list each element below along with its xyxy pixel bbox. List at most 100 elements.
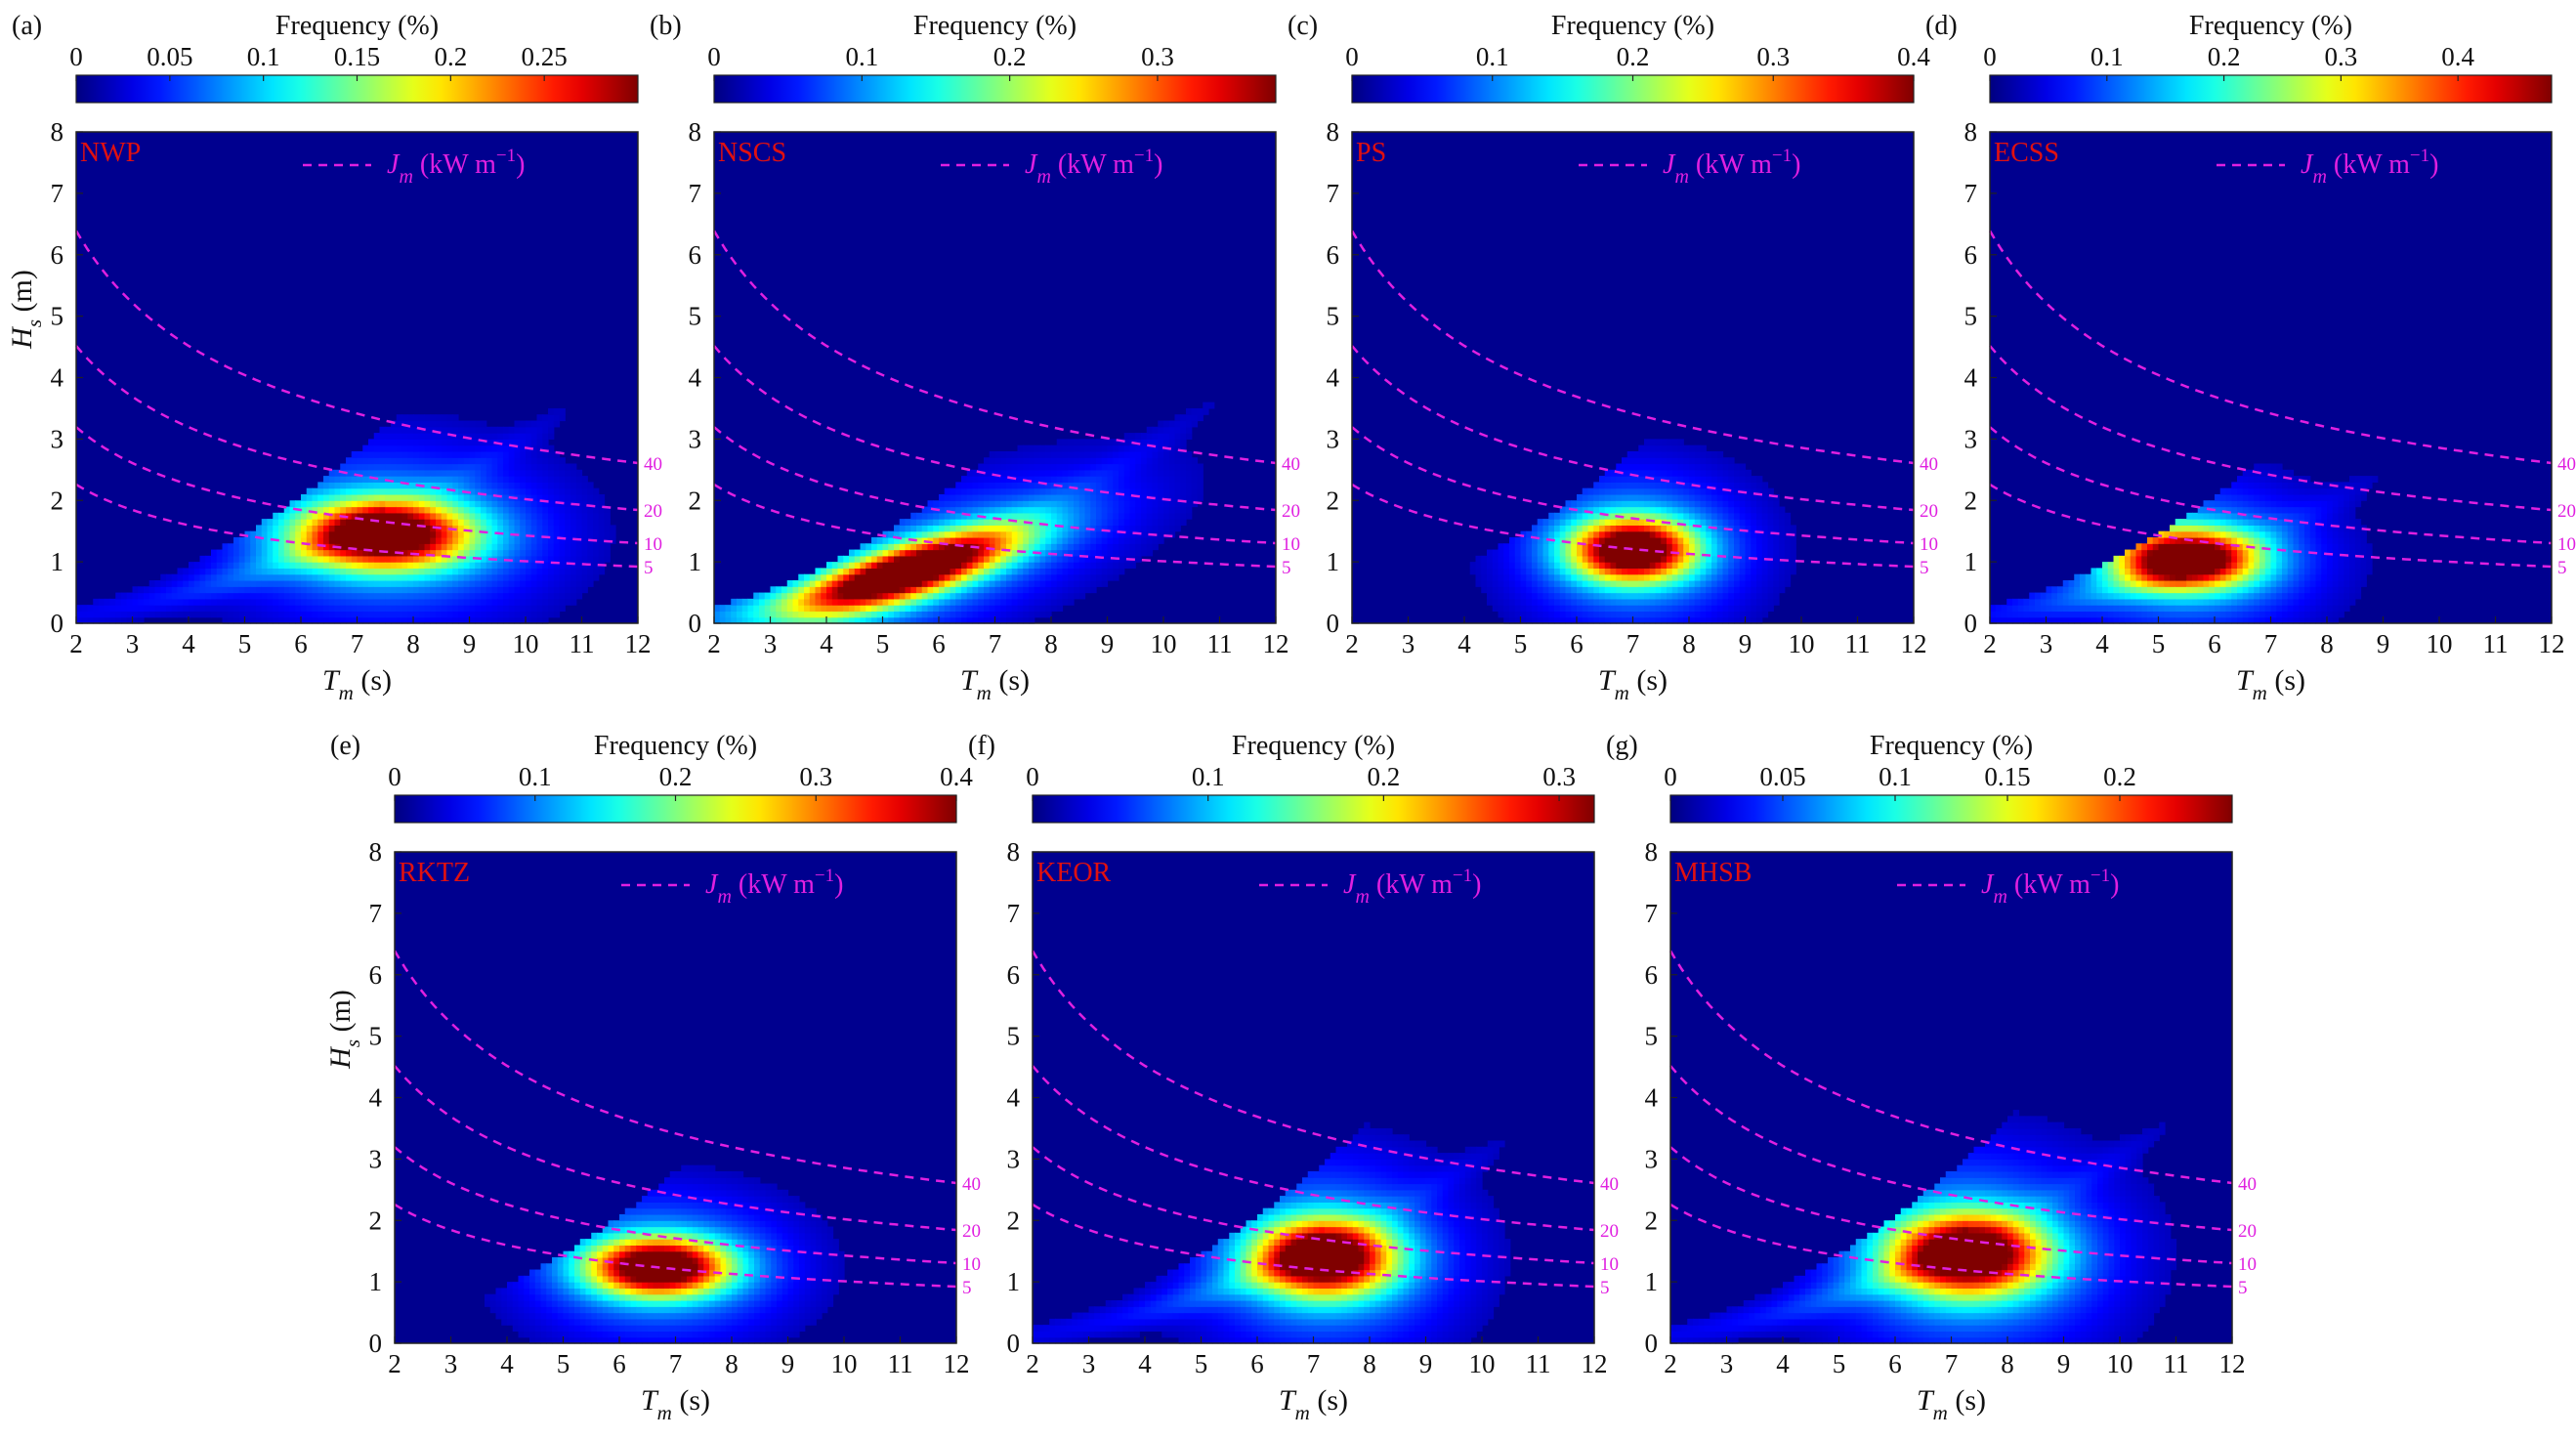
heatmap-cell (882, 611, 889, 618)
heatmap-cell (222, 611, 229, 618)
heatmap-cell (486, 426, 493, 434)
heatmap-cell (396, 487, 403, 495)
heatmap-cell (1689, 568, 1696, 575)
heatmap-cell (1773, 573, 1780, 581)
heatmap-cell (1773, 543, 1780, 551)
heatmap-cell (424, 439, 431, 446)
heatmap-cell (1152, 439, 1159, 446)
heatmap-cell (2029, 605, 2036, 613)
x-tick-label: 12 (1901, 629, 1927, 658)
heatmap-cell (1706, 512, 1712, 520)
heatmap-cell (984, 549, 991, 557)
heatmap-cell (1034, 493, 1041, 501)
y-tick-label: 1 (1327, 547, 1340, 576)
heatmap-cell (430, 420, 437, 428)
heatmap-cell (1023, 536, 1030, 544)
heatmap-cell (798, 586, 805, 594)
heatmap-cell (413, 573, 420, 581)
heatmap-cell (1186, 500, 1193, 508)
heatmap-cell (1197, 407, 1204, 415)
heatmap-cell (1706, 549, 1712, 557)
heatmap-cell (469, 457, 476, 465)
heatmap-cell (831, 611, 839, 618)
heatmap-cell (1554, 512, 1561, 520)
heatmap-cell (826, 573, 833, 581)
heatmap-cell (1694, 616, 1702, 624)
heatmap-cell (866, 605, 872, 613)
heatmap-cell (166, 579, 173, 587)
heatmap-cell (1074, 444, 1080, 452)
heatmap-cell (921, 605, 929, 613)
heatmap-cell (1616, 482, 1623, 489)
heatmap-cell (1526, 555, 1533, 563)
heatmap-cell (452, 598, 459, 606)
heatmap-cell (1689, 611, 1696, 618)
heatmap-cell (368, 439, 375, 446)
heatmap-cell (548, 568, 555, 575)
heatmap-cell (1542, 616, 1549, 624)
heatmap-cell (1644, 562, 1651, 570)
heatmap-cell (391, 476, 398, 483)
heatmap-cell (933, 530, 940, 538)
x-tick-label: 7 (1626, 629, 1640, 658)
heatmap-cell (1632, 536, 1639, 544)
heatmap-cell (1582, 573, 1589, 581)
heatmap-cell (1700, 611, 1707, 618)
heatmap-cell (1158, 457, 1164, 465)
heatmap-cell (1158, 420, 1164, 428)
heatmap-cell (1146, 512, 1154, 520)
heatmap-cell (357, 611, 363, 618)
heatmap-cell (984, 543, 991, 551)
heatmap-cell (854, 579, 862, 587)
heatmap-cell (216, 586, 224, 594)
heatmap-cell (1661, 439, 1668, 446)
heatmap-cell (317, 525, 324, 532)
heatmap-cell (849, 573, 856, 581)
heatmap-cell (1756, 568, 1763, 575)
heatmap-cell (503, 493, 510, 501)
heatmap-cell (1683, 592, 1690, 600)
heatmap-cell (368, 525, 375, 532)
heatmap-cell (1694, 586, 1702, 594)
heatmap-cell (559, 605, 566, 613)
heatmap-cell (2023, 611, 2030, 618)
heatmap-cell (1163, 512, 1170, 520)
heatmap-cell (436, 568, 443, 575)
heatmap-cell (469, 573, 476, 581)
heatmap-cell (1689, 493, 1696, 501)
heatmap-cell (346, 598, 353, 606)
heatmap-cell (396, 420, 403, 428)
heatmap-cell (424, 549, 431, 557)
heatmap-cell (407, 579, 414, 587)
heatmap-cell (1582, 500, 1589, 508)
heatmap-cell (837, 616, 844, 624)
heatmap-cell (1554, 611, 1561, 618)
heatmap-cell (939, 530, 946, 538)
heatmap-cell (1756, 555, 1763, 563)
heatmap-cell (1101, 463, 1109, 471)
heatmap-cell (1671, 493, 1679, 501)
heatmap-cell (481, 543, 487, 551)
heatmap-cell (1767, 568, 1774, 575)
heatmap-cell (452, 420, 459, 428)
heatmap-cell (1582, 487, 1589, 495)
heatmap-cell (1716, 519, 1724, 526)
heatmap-cell (536, 611, 543, 618)
heatmap-cell (418, 562, 426, 570)
heatmap-cell (216, 611, 224, 618)
heatmap-cell (481, 487, 487, 495)
heatmap-cell (424, 536, 431, 544)
heatmap-cell (177, 592, 184, 600)
heatmap-cell (1711, 568, 1718, 575)
heatmap-cell (1610, 616, 1617, 624)
heatmap-cell (334, 500, 341, 508)
heatmap-cell (520, 519, 527, 526)
heatmap-cell (1158, 433, 1164, 440)
heatmap-cell (570, 482, 577, 489)
heatmap-cell (469, 476, 476, 483)
heatmap-cell (1011, 592, 1019, 600)
heatmap-cell (849, 605, 856, 613)
heatmap-cell (199, 611, 206, 618)
heatmap-cell (216, 555, 224, 563)
heatmap-cell (1056, 512, 1064, 520)
